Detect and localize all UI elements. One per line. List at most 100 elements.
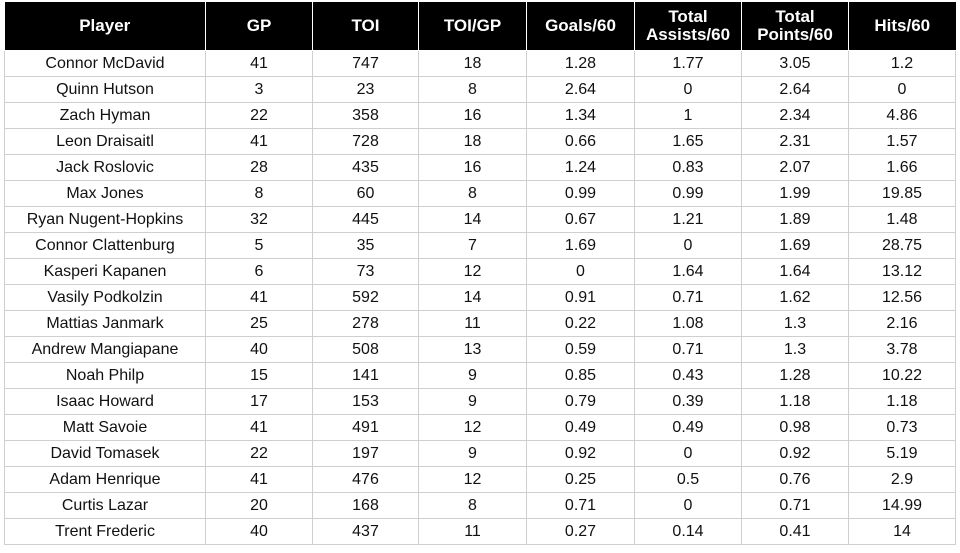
stat-cell: 592 xyxy=(312,284,419,311)
player-cell: Ryan Nugent-Hopkins xyxy=(4,206,206,233)
stat-cell: 0.71 xyxy=(634,336,742,363)
stat-cell: 0.66 xyxy=(526,128,635,155)
stat-cell: 18 xyxy=(418,50,527,77)
player-cell: Isaac Howard xyxy=(4,388,206,415)
table-row: Jack Roslovic 28 435 16 1.24 0.83 2.07 1.66 xyxy=(4,154,956,181)
stat-cell: 1.21 xyxy=(634,206,742,233)
header-row: Player GP TOI TOI/GP Goals/60 Total Assists/6… xyxy=(4,2,956,51)
header-cell: Total Points/60 xyxy=(741,2,849,51)
stat-cell: 19.85 xyxy=(848,180,956,207)
player-cell: Vasily Podkolzin xyxy=(4,284,206,311)
header-cell: GP xyxy=(205,2,313,51)
stats-table-wrapper: Player GP TOI TOI/GP Goals/60 Total Assists/6… xyxy=(4,2,956,545)
stat-cell: 0 xyxy=(848,76,956,103)
stat-cell: 14 xyxy=(418,284,527,311)
table-row: Connor McDavid 41 747 18 1.28 1.77 3.05 1.2 xyxy=(4,50,956,77)
stat-cell: 40 xyxy=(205,518,313,545)
stat-cell: 0.71 xyxy=(634,284,742,311)
stat-cell: 9 xyxy=(418,362,527,389)
stat-cell: 0.5 xyxy=(634,466,742,493)
table-row: Mattias Janmark 25 278 11 0.22 1.08 1.3 2.16 xyxy=(4,310,956,337)
stat-cell: 11 xyxy=(418,310,527,337)
stats-table: Player GP TOI TOI/GP Goals/60 Total Assists/6… xyxy=(4,2,956,545)
stat-cell: 1.62 xyxy=(741,284,849,311)
stat-cell: 3.78 xyxy=(848,336,956,363)
table-row: Max Jones 8 60 8 0.99 0.99 1.99 19.85 xyxy=(4,180,956,207)
stat-cell: 278 xyxy=(312,310,419,337)
stat-cell: 2.31 xyxy=(741,128,849,155)
stat-cell: 16 xyxy=(418,154,527,181)
table-row: Curtis Lazar 20 168 8 0.71 0 0.71 14.99 xyxy=(4,492,956,519)
stat-cell: 1.3 xyxy=(741,310,849,337)
header-cell: Goals/60 xyxy=(526,2,635,51)
stat-cell: 23 xyxy=(312,76,419,103)
stat-cell: 0.98 xyxy=(741,414,849,441)
stat-cell: 435 xyxy=(312,154,419,181)
table-row: Connor Clattenburg 5 35 7 1.69 0 1.69 28.75 xyxy=(4,232,956,259)
stat-cell: 1.48 xyxy=(848,206,956,233)
stat-cell: 0 xyxy=(634,440,742,467)
stat-cell: 5.19 xyxy=(848,440,956,467)
table-row: Noah Philp 15 141 9 0.85 0.43 1.28 10.22 xyxy=(4,362,956,389)
stat-cell: 1.57 xyxy=(848,128,956,155)
stat-cell: 6 xyxy=(205,258,313,285)
player-cell: David Tomasek xyxy=(4,440,206,467)
player-cell: Quinn Hutson xyxy=(4,76,206,103)
stat-cell: 0.99 xyxy=(526,180,635,207)
stat-cell: 3.05 xyxy=(741,50,849,77)
stat-cell: 41 xyxy=(205,414,313,441)
table-row: David Tomasek 22 197 9 0.92 0 0.92 5.19 xyxy=(4,440,956,467)
stat-cell: 0.71 xyxy=(526,492,635,519)
stat-cell: 28.75 xyxy=(848,232,956,259)
player-cell: Connor McDavid xyxy=(4,50,206,77)
stat-cell: 8 xyxy=(418,492,527,519)
stat-cell: 41 xyxy=(205,128,313,155)
stat-cell: 73 xyxy=(312,258,419,285)
stat-cell: 13.12 xyxy=(848,258,956,285)
stat-cell: 0.92 xyxy=(741,440,849,467)
stat-cell: 10.22 xyxy=(848,362,956,389)
stat-cell: 20 xyxy=(205,492,313,519)
stat-cell: 1.64 xyxy=(634,258,742,285)
stat-cell: 0 xyxy=(634,232,742,259)
stat-cell: 5 xyxy=(205,232,313,259)
stat-cell: 0.39 xyxy=(634,388,742,415)
stat-cell: 4.86 xyxy=(848,102,956,129)
stat-cell: 747 xyxy=(312,50,419,77)
stat-cell: 2.9 xyxy=(848,466,956,493)
stat-cell: 8 xyxy=(418,76,527,103)
stat-cell: 2.34 xyxy=(741,102,849,129)
stat-cell: 1.08 xyxy=(634,310,742,337)
player-cell: Curtis Lazar xyxy=(4,492,206,519)
stat-cell: 12.56 xyxy=(848,284,956,311)
table-row: Matt Savoie 41 491 12 0.49 0.49 0.98 0.73 xyxy=(4,414,956,441)
stat-cell: 13 xyxy=(418,336,527,363)
stat-cell: 12 xyxy=(418,258,527,285)
stat-cell: 15 xyxy=(205,362,313,389)
stat-cell: 168 xyxy=(312,492,419,519)
stat-cell: 1.28 xyxy=(741,362,849,389)
stat-cell: 22 xyxy=(205,102,313,129)
stat-cell: 1.34 xyxy=(526,102,635,129)
stat-cell: 0.76 xyxy=(741,466,849,493)
stat-cell: 0.25 xyxy=(526,466,635,493)
stat-cell: 0 xyxy=(634,76,742,103)
stat-cell: 0.71 xyxy=(741,492,849,519)
stat-cell: 1.18 xyxy=(848,388,956,415)
stat-cell: 35 xyxy=(312,232,419,259)
stat-cell: 0.99 xyxy=(634,180,742,207)
stat-cell: 14.99 xyxy=(848,492,956,519)
stat-cell: 11 xyxy=(418,518,527,545)
stat-cell: 41 xyxy=(205,284,313,311)
player-cell: Zach Hyman xyxy=(4,102,206,129)
stat-cell: 28 xyxy=(205,154,313,181)
stat-cell: 1.28 xyxy=(526,50,635,77)
stat-cell: 1.2 xyxy=(848,50,956,77)
stat-cell: 1.99 xyxy=(741,180,849,207)
stat-cell: 1.65 xyxy=(634,128,742,155)
stat-cell: 1.24 xyxy=(526,154,635,181)
stat-cell: 0.14 xyxy=(634,518,742,545)
table-row: Adam Henrique 41 476 12 0.25 0.5 0.76 2.9 xyxy=(4,466,956,493)
table-row: Andrew Mangiapane 40 508 13 0.59 0.71 1.3 3.78 xyxy=(4,336,956,363)
